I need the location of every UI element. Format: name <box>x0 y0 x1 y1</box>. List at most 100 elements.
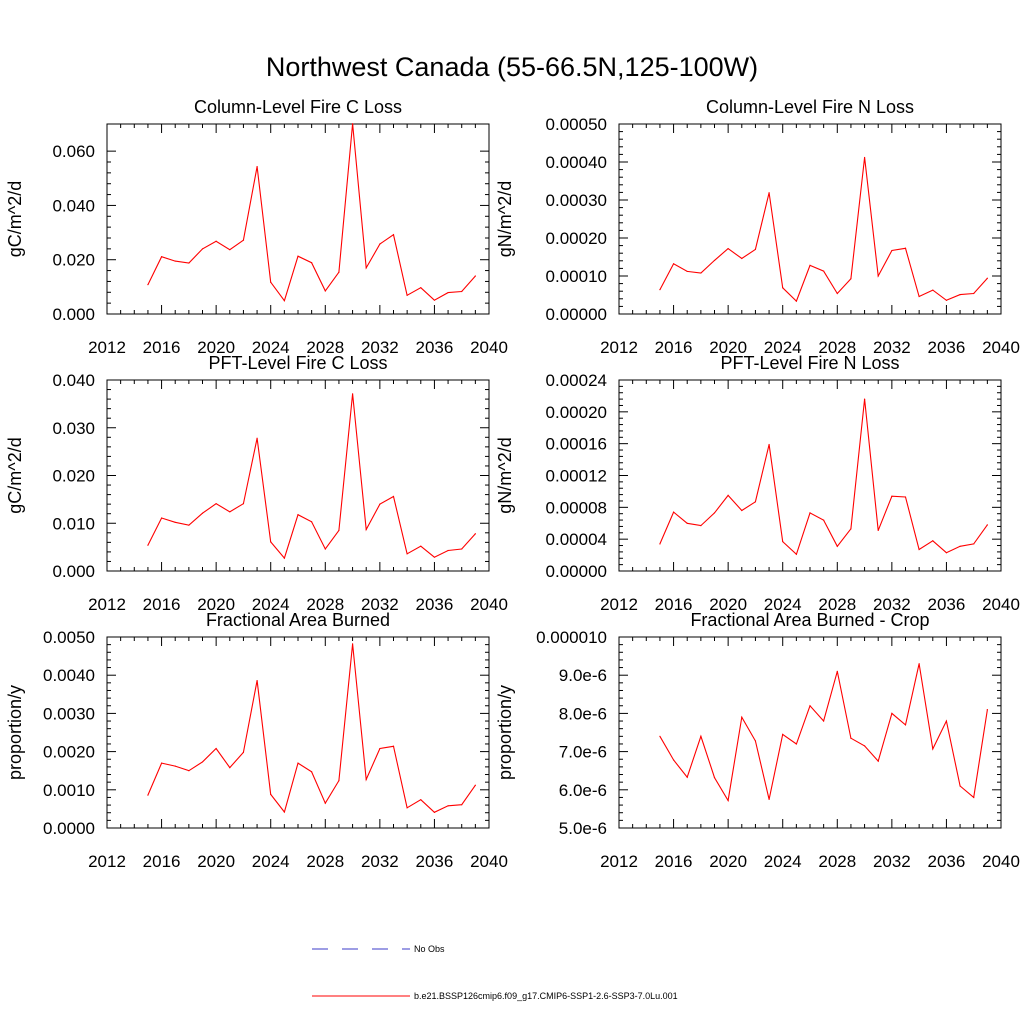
plot-frame <box>618 123 1002 315</box>
data-point <box>215 240 217 242</box>
data-point <box>823 270 825 272</box>
x-tick-label: 2028 <box>306 852 344 871</box>
data-point <box>795 553 797 555</box>
data-point <box>713 776 716 779</box>
data-point <box>297 255 299 257</box>
data-point <box>420 287 422 289</box>
data-point <box>904 247 907 249</box>
data-point <box>338 529 340 532</box>
x-tick-label: 2028 <box>818 338 856 357</box>
data-point <box>365 267 367 269</box>
data-point <box>174 765 176 767</box>
plot-frame <box>618 379 1002 572</box>
data-point <box>188 524 190 526</box>
data-point <box>256 679 258 682</box>
x-tick-label: 2020 <box>709 338 747 357</box>
x-tick-label: 2020 <box>709 595 747 614</box>
data-point <box>242 503 245 505</box>
y-axis-label: proportion/y <box>495 685 515 780</box>
panel-title: PFT-Level Fire N Loss <box>720 353 899 373</box>
data-point <box>311 262 313 264</box>
data-point <box>201 761 204 763</box>
data-point <box>283 557 285 559</box>
data-point <box>659 289 661 291</box>
data-point <box>351 393 354 395</box>
y-tick-label: 0.00020 <box>546 403 607 422</box>
y-tick-label: 6.0e-6 <box>559 781 607 800</box>
y-tick-label: 0.00024 <box>546 371 607 390</box>
data-point <box>932 540 934 542</box>
data-point <box>836 670 838 672</box>
x-tick-label: 2040 <box>982 338 1020 357</box>
data-point <box>188 262 190 264</box>
data-point <box>283 300 285 302</box>
data-point <box>700 735 702 737</box>
data-point <box>700 525 702 527</box>
data-point <box>270 281 272 283</box>
data-point <box>242 751 245 753</box>
data-point <box>904 724 907 726</box>
data-point <box>986 708 988 711</box>
data-point <box>392 234 395 236</box>
data-point <box>433 299 436 301</box>
x-tick-label: 2012 <box>88 595 126 614</box>
x-tick-label: 2016 <box>143 852 181 871</box>
data-point <box>836 545 838 547</box>
data-point <box>741 716 743 718</box>
data-point <box>338 271 340 273</box>
data-point <box>904 496 907 498</box>
data-point <box>324 290 326 292</box>
x-tick-label: 2032 <box>361 595 399 614</box>
y-tick-label: 0.030 <box>52 419 95 438</box>
y-tick-label: 0.0020 <box>43 743 95 762</box>
x-tick-label: 2024 <box>252 338 290 357</box>
data-point <box>891 712 893 715</box>
data-point <box>147 284 149 286</box>
series-line <box>147 393 476 560</box>
x-tick-label: 2036 <box>416 338 454 357</box>
x-tick-label: 2016 <box>143 595 181 614</box>
y-tick-label: 0.010 <box>52 514 95 533</box>
x-tick-label: 2016 <box>655 338 693 357</box>
data-point <box>932 748 934 750</box>
data-point <box>433 811 436 813</box>
y-tick-label: 5.0e-6 <box>559 819 607 838</box>
data-point <box>283 811 285 813</box>
data-point <box>836 292 838 295</box>
series-line <box>659 157 988 303</box>
data-point <box>986 524 988 526</box>
data-point <box>324 548 326 550</box>
x-tick-label: 2028 <box>818 852 856 871</box>
data-point <box>229 511 231 513</box>
data-point <box>795 300 797 302</box>
data-point <box>823 720 825 722</box>
data-point <box>311 521 313 523</box>
data-point <box>754 740 757 742</box>
data-point <box>147 794 149 796</box>
data-point <box>270 541 272 543</box>
data-point <box>945 552 948 554</box>
data-point <box>270 793 272 795</box>
data-point <box>932 289 934 291</box>
y-tick-label: 7.0e-6 <box>559 743 607 762</box>
x-tick-label: 2032 <box>361 852 399 871</box>
y-axis-label: gN/m^2/d <box>495 181 515 257</box>
data-point <box>215 747 217 750</box>
x-tick-label: 2040 <box>470 852 508 871</box>
x-tick-label: 2036 <box>928 595 966 614</box>
data-point <box>474 784 476 786</box>
panel-title: Column-Level Fire N Loss <box>706 97 914 117</box>
legend-item: No Obs <box>312 944 445 954</box>
series-line <box>659 663 988 803</box>
data-point <box>447 549 449 552</box>
x-tick-label: 2020 <box>197 852 235 871</box>
data-point <box>174 521 176 523</box>
y-tick-label: 0.0050 <box>43 628 95 647</box>
x-tick-label: 2028 <box>306 595 344 614</box>
y-tick-label: 0.020 <box>52 251 95 270</box>
y-axis-label: gC/m^2/d <box>5 181 25 257</box>
chart-panel-6: 2012 2016 2020 2024 2028 2032 2036 2040 5.0e-6 6.… <box>495 610 1020 871</box>
y-tick-label: 0.00050 <box>546 115 607 134</box>
data-point <box>973 543 975 545</box>
x-tick-label: 2012 <box>600 595 638 614</box>
